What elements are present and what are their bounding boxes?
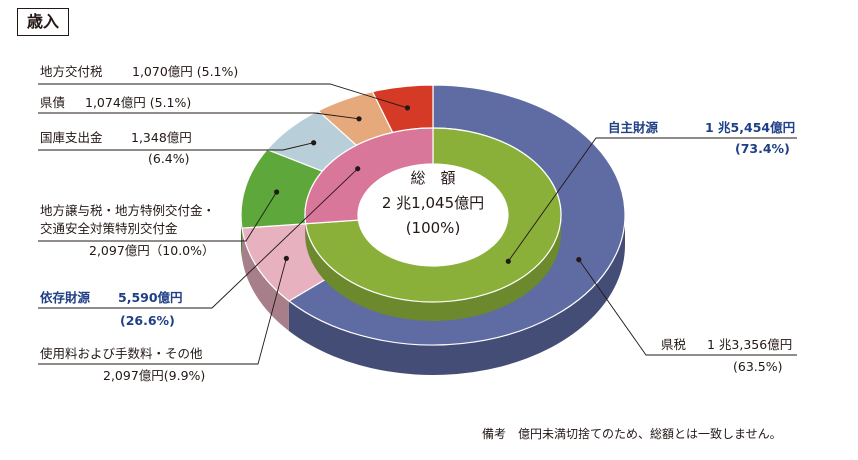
label-kokko-shishutsukin: 国庫支出金 — [40, 130, 103, 145]
center-hole — [358, 164, 508, 266]
center-label-total: 総 額 — [410, 169, 455, 187]
value-jishu-zaigen: 1 兆5,454億円 — [705, 120, 795, 135]
pct-jishu-zaigen: (73.4%) — [735, 141, 790, 156]
label-jishu-zaigen: 自主財源 — [608, 120, 659, 135]
pct-kokko-shishutsukin: (6.4%) — [148, 151, 190, 166]
leader-joyozei-line — [38, 191, 278, 242]
leader-jishu-line — [507, 137, 797, 262]
label-chiho-kofuzei: 地方交付税 — [40, 64, 103, 79]
label-joyozei-line2: 交通安全対策特別交付金 — [40, 221, 178, 236]
label-izon-zaigen: 依存財源 — [40, 290, 91, 305]
inner-side-0 — [305, 215, 561, 321]
leader-lines-layer — [38, 83, 797, 365]
footnote: 備考 億円未満切捨てのため、総額とは一致しません。 — [482, 427, 782, 441]
chart-title-box: 歳入 — [17, 8, 69, 36]
leader-kensai-line — [38, 112, 360, 120]
value-kokko-shishutsukin: 1,348億円 — [131, 130, 192, 145]
value-kensai: 1,074億円 (5.1%) — [85, 95, 191, 110]
value-kenzei: 1 兆3,356億円 — [707, 337, 792, 352]
leader-kokko-dot — [311, 140, 317, 146]
value-chiho-kofuzei: 1,070億円 (5.1%) — [132, 64, 238, 79]
pct-izon-zaigen: (26.6%) — [120, 313, 175, 328]
center-label-percent: (100%) — [406, 219, 461, 237]
leader-izon-line — [38, 168, 359, 309]
label-kensai: 県債 — [40, 95, 65, 110]
value-shiyoryo: 2,097億円(9.9%) — [103, 368, 205, 383]
leader-shiyoryo-line — [38, 258, 287, 365]
leader-chiho-kofuzei-line — [38, 83, 408, 109]
leader-kenzei-line — [578, 259, 797, 356]
value-izon-zaigen: 5,590億円 — [118, 290, 183, 305]
pct-kenzei: (63.5%) — [733, 359, 782, 374]
inner-ring-layer — [304, 127, 562, 321]
value-joyozei: 2,097億円（10.0%） — [89, 243, 215, 258]
leader-kokko-line — [38, 142, 314, 151]
center-label-amount: 2 兆1,045億円 — [382, 194, 484, 212]
label-joyozei-line1: 地方譲与税・地方特例交付金・ — [40, 203, 215, 218]
label-kenzei: 県税 — [661, 337, 687, 352]
label-shiyoryo: 使用料および手数料・その他 — [40, 346, 203, 361]
outer-side-0 — [288, 215, 625, 376]
